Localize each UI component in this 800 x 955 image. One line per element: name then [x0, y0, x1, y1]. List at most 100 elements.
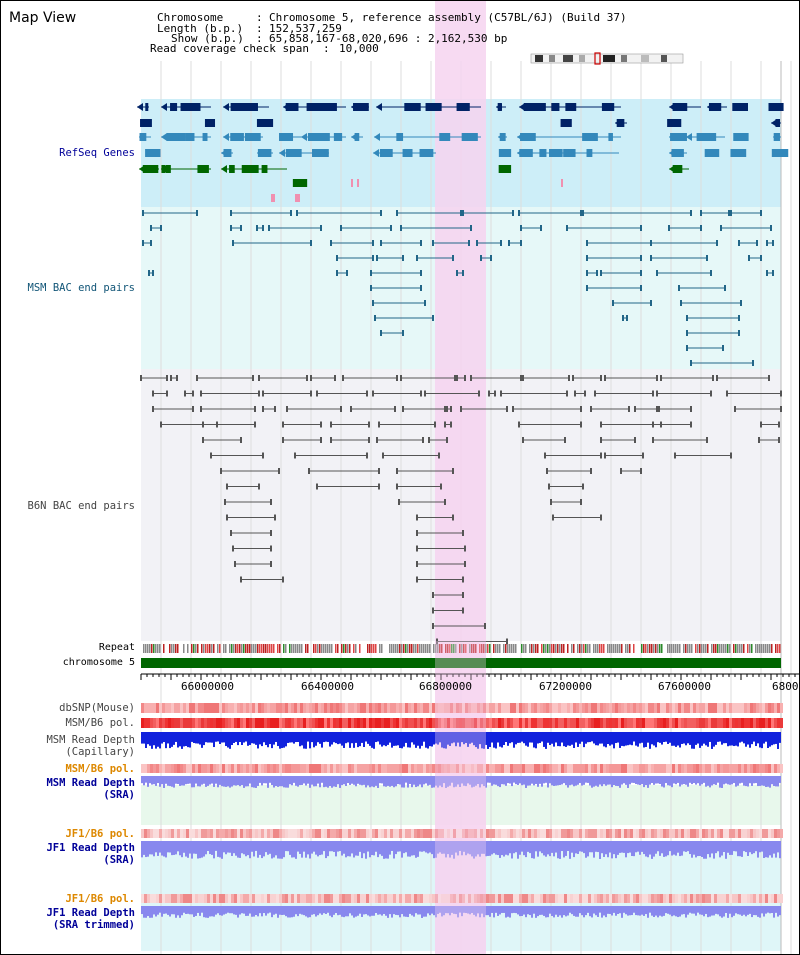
b6n-bac-pair-end	[262, 406, 264, 412]
b6n-bac-pair-end	[420, 390, 422, 397]
b6n-bac-pair-end	[434, 421, 436, 428]
track-label-jf1-depth-trimmed[interactable]: JF1 Read Depth	[46, 907, 135, 919]
gene-exon	[404, 103, 414, 111]
track-label-dbsnp[interactable]: dbSNP(Mouse)	[59, 702, 135, 714]
msm-bac-pair-end	[738, 315, 740, 321]
msm-depth-sra-bar	[753, 776, 755, 784]
track-label-jf1-b6-pol[interactable]: JF1/B6 pol.	[65, 828, 135, 840]
repeat-mark	[187, 644, 189, 653]
msm-depth-sra-bar	[283, 776, 285, 788]
msm-depth-sra-bar	[239, 776, 241, 787]
dbsnp-heat-cell	[654, 703, 657, 713]
msm-depth-sra-bar	[231, 776, 233, 787]
msm-b6-pol2-heat-cell	[528, 764, 531, 773]
jf1-depth-sra-bar	[305, 841, 307, 858]
jf1-depth-trimmed-bar	[517, 906, 519, 915]
repeat-mark	[659, 644, 661, 653]
msm-depth-capillary-bar	[229, 732, 231, 749]
jf1-b6-pol2-heat-cell	[342, 894, 345, 903]
repeat-mark	[535, 644, 537, 653]
track-label-b6n-bac[interactable]: B6N BAC end pairs	[27, 500, 135, 512]
msm-b6-pol-heat-cell	[381, 718, 384, 728]
jf1-depth-sra-bar	[175, 841, 177, 855]
track-label-msm-depth-capillary[interactable]: MSM Read Depth	[46, 734, 135, 746]
msm-b6-pol-heat-cell	[675, 718, 678, 728]
ideogram-band	[535, 55, 543, 62]
msm-depth-sra-bar	[519, 776, 521, 784]
dbsnp-heat-cell	[393, 703, 396, 713]
gene-exon	[353, 103, 369, 111]
track-label-msm-b6-pol-2[interactable]: MSM/B6 pol.	[65, 763, 135, 775]
jf1-depth-sra-bar	[563, 841, 565, 858]
msm-bac-pair-end	[650, 240, 652, 246]
b6n-bac-pair-end	[416, 530, 418, 536]
jf1-b6-pol2-heat-cell	[354, 894, 357, 903]
msm-b6-pol2-heat-cell	[594, 764, 597, 773]
dbsnp-heat-cell	[609, 703, 612, 713]
dbsnp-heat-cell	[687, 703, 690, 713]
track-label-jf1-b6-pol-2[interactable]: JF1/B6 pol.	[65, 893, 135, 905]
jf1-depth-trimmed-bar	[531, 906, 533, 918]
msm-depth-capillary-bar	[613, 732, 615, 749]
b6n-bac-pair-end	[730, 452, 732, 459]
b6n-bac-pair-end	[572, 375, 574, 381]
jf1-b6-pol2-heat-cell	[669, 894, 672, 903]
jf1-b6-pol-heat-cell	[486, 829, 489, 838]
msm-b6-pol2-heat-cell	[660, 764, 663, 773]
msm-depth-sra-bar	[393, 776, 395, 788]
track-label-refseq[interactable]: RefSeq Genes	[59, 147, 135, 159]
msm-depth-sra-bar	[175, 776, 177, 784]
msm-depth-capillary-bar	[731, 732, 733, 746]
msm-b6-pol-heat-cell	[516, 718, 519, 728]
track-label-msm-bac[interactable]: MSM BAC end pairs	[27, 282, 135, 294]
dbsnp-heat-cell	[174, 703, 177, 713]
msm-depth-capillary-bar	[281, 732, 283, 749]
dbsnp-heat-cell	[639, 703, 642, 713]
jf1-depth-trimmed-bar	[237, 906, 239, 918]
msm-depth-capillary-bar	[671, 732, 673, 746]
msm-b6-pol2-heat-cell	[348, 764, 351, 773]
track-label-msm-depth-sra[interactable]: MSM Read Depth	[46, 777, 135, 789]
dbsnp-heat-cell	[708, 703, 711, 713]
msm-depth-capillary-bar	[171, 732, 173, 747]
msm-depth-sra-bar	[749, 776, 751, 784]
jf1-depth-trimmed-bar	[395, 906, 397, 915]
jf1-b6-pol-heat-cell	[189, 829, 192, 838]
jf1-depth-sra-bar	[355, 841, 357, 856]
track-label-jf1-depth-sra[interactable]: JF1 Read Depth	[46, 842, 135, 854]
repeat-mark	[433, 644, 435, 653]
msm-b6-pol2-heat-cell	[495, 764, 498, 773]
track-label-repeat[interactable]: Repeat	[98, 642, 135, 653]
jf1-b6-pol-heat-cell	[501, 829, 504, 838]
repeat-mark	[163, 644, 165, 653]
dbsnp-heat-cell	[303, 703, 306, 713]
dbsnp-heat-cell	[348, 703, 351, 713]
jf1-depth-trimmed-bar	[759, 906, 761, 918]
msm-b6-pol-heat-cell	[738, 718, 741, 728]
jf1-depth-trimmed-bar	[761, 906, 763, 914]
track-label-chromosome[interactable]: chromosome 5	[62, 657, 135, 668]
jf1-depth-trimmed-bar	[671, 906, 673, 917]
jf1-depth-trimmed-bar	[679, 906, 681, 917]
repeat-mark	[403, 644, 405, 653]
b6n-bac-pair-end	[462, 530, 464, 536]
msm-b6-pol2-heat-cell	[306, 764, 309, 773]
jf1-b6-pol-heat-cell	[168, 829, 171, 838]
msm-b6-pol-heat-cell	[345, 718, 348, 728]
msm-depth-capillary-bar	[561, 732, 563, 743]
msm-depth-capillary-bar	[233, 732, 235, 743]
jf1-depth-trimmed-bar	[331, 906, 333, 918]
jf1-b6-pol2-heat-cell	[642, 894, 645, 903]
repeat-mark	[409, 644, 411, 653]
msm-depth-capillary-bar	[573, 732, 575, 748]
msm-b6-pol-heat-cell	[213, 718, 216, 728]
msm-b6-pol-heat-cell	[576, 718, 579, 728]
track-label-msm-b6-pol[interactable]: MSM/B6 pol.	[65, 717, 135, 729]
jf1-depth-trimmed-bar	[743, 906, 745, 915]
msm-b6-pol2-heat-cell	[420, 764, 423, 773]
msm-bac-pair-end	[416, 255, 418, 261]
repeat-mark	[241, 644, 243, 653]
msm-b6-pol-heat-cell	[774, 718, 777, 728]
repeat-mark	[483, 644, 485, 653]
